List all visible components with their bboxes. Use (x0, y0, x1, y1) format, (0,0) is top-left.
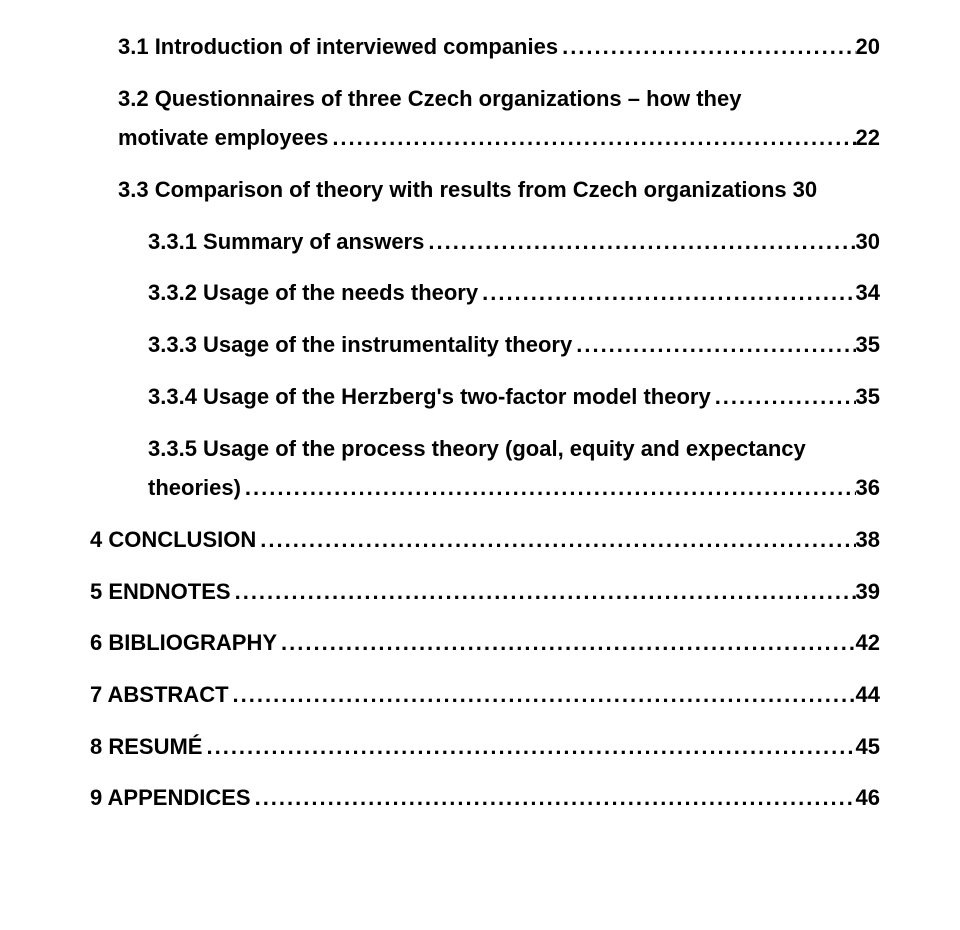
toc-page-number: 35 (856, 382, 880, 412)
toc-title: 3.3.3 Usage of the instrumentality theor… (148, 330, 572, 360)
toc-title: 9 APPENDICES (90, 783, 251, 813)
toc-entry: 4 CONCLUSION............................… (90, 525, 880, 555)
toc-title: 6 BIBLIOGRAPHY (90, 628, 277, 658)
toc-page-number: 46 (856, 783, 880, 813)
table-of-contents: 3.1 Introduction of interviewed companie… (90, 32, 880, 813)
toc-page-number: 42 (856, 628, 880, 658)
toc-title: 5 ENDNOTES (90, 577, 231, 607)
toc-title: motivate employees (118, 123, 328, 153)
toc-leader-dots: ........................................… (256, 525, 855, 555)
toc-leader-dots: ........................................… (241, 473, 856, 503)
toc-page-number: 30 (856, 227, 880, 257)
toc-entry: 3.3.4 Usage of the Herzberg's two-factor… (90, 382, 880, 412)
toc-entry: 9 APPENDICES............................… (90, 783, 880, 813)
toc-leader-dots: ........................................… (277, 628, 855, 658)
toc-title: 3.3 Comparison of theory with results fr… (118, 175, 787, 205)
toc-page-number: 35 (856, 330, 880, 360)
toc-page-number: 20 (856, 32, 880, 62)
toc-page-number: 34 (856, 278, 880, 308)
toc-entry: 3.3.2 Usage of the needs theory.........… (90, 278, 880, 308)
toc-entry: 3.1 Introduction of interviewed companie… (90, 32, 880, 62)
toc-title: 3.3.4 Usage of the Herzberg's two-factor… (148, 382, 711, 412)
toc-entry: theories)...............................… (90, 473, 880, 503)
toc-page-number: 39 (856, 577, 880, 607)
toc-leader-dots: ........................................… (251, 783, 856, 813)
toc-title: 3.1 Introduction of interviewed companie… (118, 32, 558, 62)
toc-leader-dots: ........................................… (424, 227, 855, 257)
toc-leader-dots: ........................................… (558, 32, 855, 62)
toc-title: 3.3.1 Summary of answers (148, 227, 424, 257)
toc-leader-dots: ........................................… (328, 123, 855, 153)
toc-title: 4 CONCLUSION (90, 525, 256, 555)
toc-title: theories) (148, 473, 241, 503)
toc-entry: motivate employees......................… (90, 123, 880, 153)
toc-leader-dots: ........................................… (478, 278, 855, 308)
toc-page-number: 30 (793, 175, 817, 205)
toc-leader-dots: ........................................… (572, 330, 855, 360)
toc-leader-dots: ........................................… (711, 382, 856, 412)
toc-page-number: 36 (856, 473, 880, 503)
toc-entry: 6 BIBLIOGRAPHY..........................… (90, 628, 880, 658)
toc-entry-line1: 3.3.5 Usage of the process theory (goal,… (90, 434, 880, 464)
toc-leader-dots: ........................................… (229, 680, 856, 710)
toc-entry: 3.3 Comparison of theory with results fr… (90, 175, 880, 205)
toc-entry: 3.3.1 Summary of answers................… (90, 227, 880, 257)
toc-entry: 7 ABSTRACT..............................… (90, 680, 880, 710)
toc-entry: 3.3.3 Usage of the instrumentality theor… (90, 330, 880, 360)
toc-page: 3.1 Introduction of interviewed companie… (0, 0, 960, 813)
toc-page-number: 22 (856, 123, 880, 153)
toc-leader-dots: ........................................… (202, 732, 855, 762)
toc-entry: 8 RESUMÉ................................… (90, 732, 880, 762)
toc-page-number: 44 (856, 680, 880, 710)
toc-entry: 5 ENDNOTES..............................… (90, 577, 880, 607)
toc-entry-line1: 3.2 Questionnaires of three Czech organi… (90, 84, 880, 114)
toc-leader-dots: ........................................… (231, 577, 856, 607)
toc-title: 3.3.2 Usage of the needs theory (148, 278, 478, 308)
toc-page-number: 45 (856, 732, 880, 762)
toc-title: 8 RESUMÉ (90, 732, 202, 762)
toc-title: 7 ABSTRACT (90, 680, 229, 710)
toc-page-number: 38 (856, 525, 880, 555)
